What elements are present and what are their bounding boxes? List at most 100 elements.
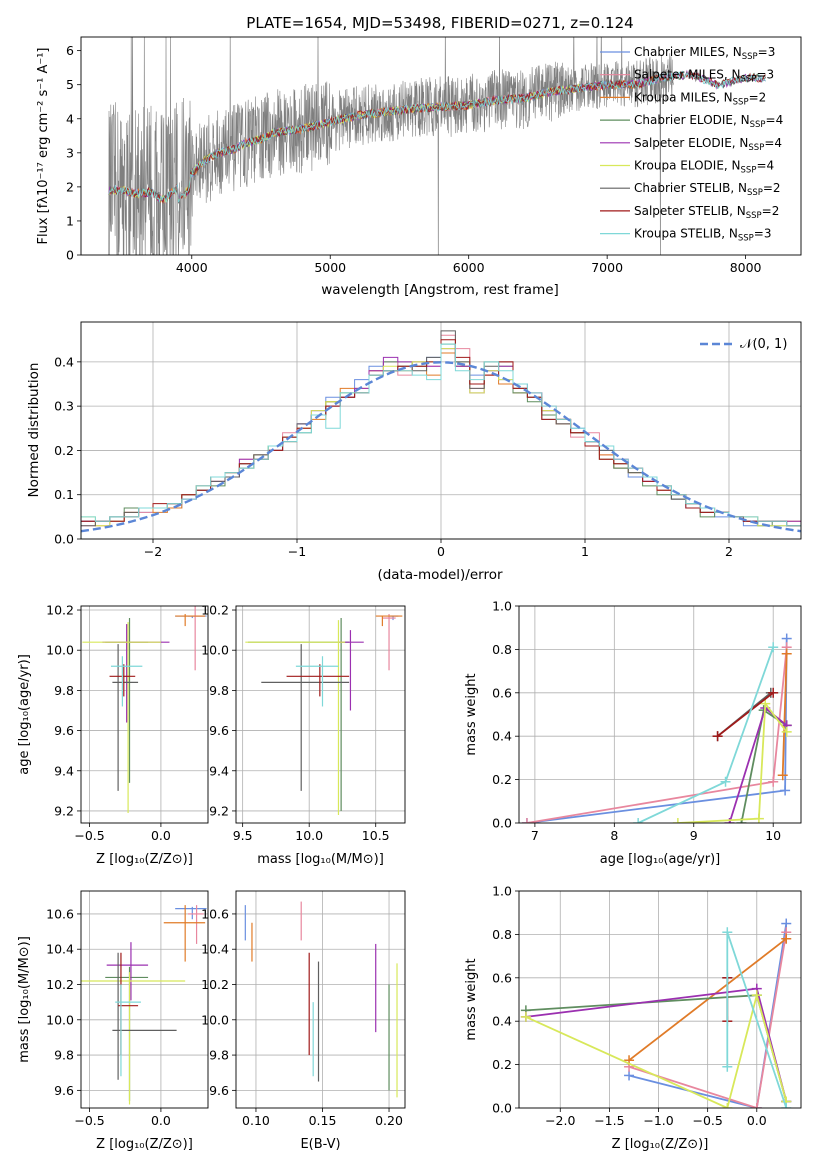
y-tick-label: 1.0 [492,599,512,614]
y-tick-label: 10.4 [46,942,74,957]
y-tick-label: 10.0 [201,1012,229,1027]
y-tick-label: 9.4 [209,763,229,778]
weight-line [525,994,788,1102]
y-tick-label: 9.8 [209,683,229,698]
x-tick-label: 2 [725,544,733,559]
x-tick-label: 0.10 [242,1113,270,1128]
weight-series-kroupa-miles [777,648,792,781]
y-tick-label: 0 [66,248,74,263]
legend-subscript: SSP [742,52,758,62]
y-axis-label: age [log₁₀(age/yr)] [17,654,32,775]
weight-line-group [521,633,792,823]
weight-line [781,653,788,776]
errorbar-chabrier-stelib [112,952,177,1080]
errorbar-chabrier-elodie [247,618,350,811]
weight-series-kroupa-elodie [520,990,792,1108]
y-tick-label: 5 [66,77,74,92]
x-axis-label: Z [log₁₀(Z/Z⊙)] [96,1137,193,1152]
errorbar-kroupa-miles [175,614,206,627]
legend-subscript: SSP [748,143,764,153]
mass-vs-ebv-panel: 0.10 0.15 0.20 9.6 9.8 10.0 10.2 10.4 10.6 E(B-V) [201,890,406,1152]
x-tick-label: 9.5 [233,828,253,843]
x-tick-label: 8 [610,828,618,843]
x-tick-label: −2.0 [545,1113,575,1128]
errorbar-salpeter-miles [382,614,396,671]
weight-series-kroupa-elodie [672,698,792,823]
y-tick-label: 10.4 [201,942,229,957]
legend-entry: Kroupa MILES, NSSP=2 [634,90,766,107]
legend-suffix: =4 [766,113,784,127]
errorbar-group [82,606,207,813]
weight-series-salpeter-stelib [712,687,779,742]
y-tick-label: 2 [66,179,74,194]
errorbar-kroupa-elodie [81,972,186,1105]
y-tick-label: 10.2 [201,603,229,618]
y-tick-label: 9.2 [54,803,74,818]
x-tick-label: 1 [581,544,589,559]
x-tick-label: −1.0 [643,1113,673,1128]
weight-line [677,701,788,823]
legend-entry: Salpeter ELODIE, NSSP=4 [634,136,782,153]
y-tick-label: 10.0 [46,1012,74,1027]
x-tick-label: −1 [288,544,306,559]
weight-series-salpeter-miles [521,642,792,823]
y-tick-label: 0.8 [492,642,512,657]
y-tick-label: 9.2 [209,803,229,818]
legend-suffix: =3 [758,45,776,59]
x-tick-label: 9 [690,828,698,843]
legend-suffix: =3 [754,227,772,241]
spectrum-data-group [108,37,766,255]
legend-entry: Kroupa ELODIE, NSSP=4 [634,159,774,176]
x-tick-label: 0.0 [151,1113,171,1128]
legend-subscript: SSP [738,234,754,244]
weight-series-chabrier-elodie [520,990,792,1107]
chart-title: PLATE=1654, MJD=53498, FIBERID=0271, z=0… [246,14,633,32]
legend-entry: 𝒩(0, 1) [740,337,787,352]
x-tick-label: 7000 [591,260,623,275]
legend-entry: Salpeter STELIB, NSSP=2 [634,204,779,221]
x-tick-label: 0.0 [747,1113,767,1128]
errorbar-salpeter-miles [188,905,204,944]
errorbar-kroupa-miles [375,615,403,627]
y-tick-label: 9.6 [209,1083,229,1098]
weight-line [525,987,788,1102]
y-tick-label: 0.8 [492,927,512,942]
legend-suffix: =2 [763,181,781,195]
y-tick-label: 1 [66,213,74,228]
y-tick-label: 6 [66,43,74,58]
axes-frame [518,890,802,1109]
weight-series-salpeter-miles [624,927,792,1108]
legend-suffix: =4 [756,159,774,173]
y-tick-label: 0.0 [54,532,74,547]
x-tick-label: 4000 [176,260,208,275]
x-tick-label: −1.5 [594,1113,624,1128]
weight-line [637,646,775,823]
x-tick-label: 6000 [453,260,485,275]
y-tick-label: 0.3 [54,399,74,414]
x-tick-label: −0.5 [692,1113,722,1128]
y-tick-label: 0.2 [492,772,512,787]
legend-subscript: SSP [746,211,762,221]
x-tick-label: −2 [144,544,162,559]
spectrum-panel: 4000 5000 6000 7000 8000 0 1 2 3 4 5 6 PLATE=1654, M… [36,14,802,298]
y-tick-label: 3 [66,145,74,160]
axes-frame [80,890,209,1109]
axes-frame [235,605,406,824]
errorbar-kroupa-elodie [82,622,161,813]
x-tick-label: 5000 [314,260,346,275]
errorbar-salpeter-stelib [286,664,350,697]
weight-vs-age-panel: 7 8 9 10 0.0 0.2 0.4 0.6 0.8 1.0 age [log₁₀(age/yr… [464,599,802,867]
y-tick-label: 9.4 [54,763,74,778]
y-tick-label: 0.0 [492,1101,512,1116]
y-tick-label: 9.8 [209,1048,229,1063]
y-tick-label: 10.0 [46,643,74,658]
legend-subscript: SSP [741,166,757,176]
weight-line [628,932,788,1108]
legend-subscript: SSP [733,97,749,107]
y-tick-label: 9.6 [54,1083,74,1098]
errorbar-group [245,614,403,815]
y-axis-label: mass weight [464,673,479,755]
errorbar-kroupa-elodie [245,620,346,815]
